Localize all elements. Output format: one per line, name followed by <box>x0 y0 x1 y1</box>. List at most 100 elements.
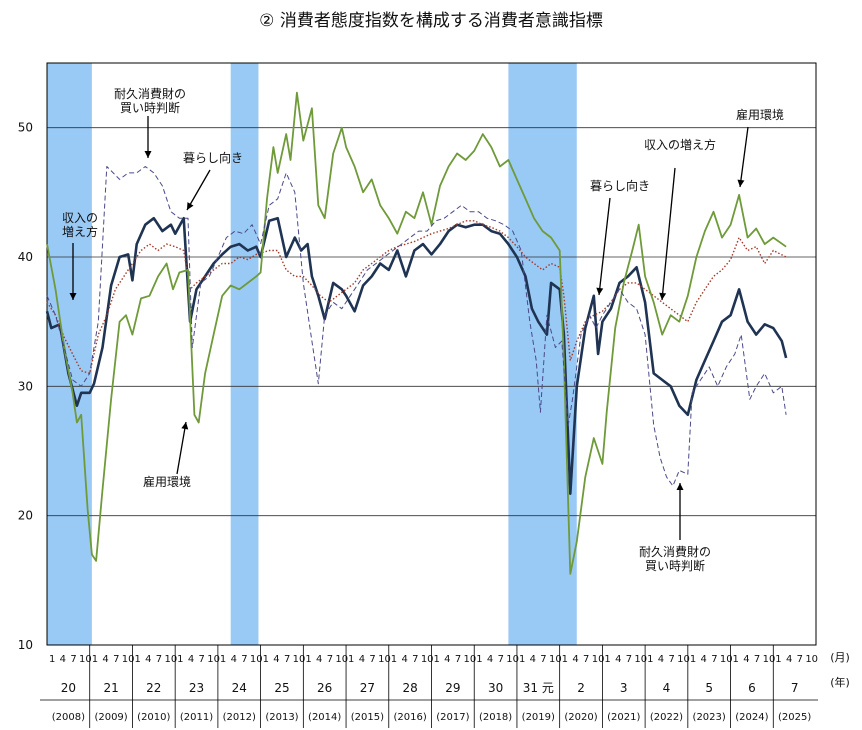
month-tick-label-0-2: 7 <box>70 654 76 665</box>
month-tick-label-11-2: 7 <box>540 654 546 665</box>
annotation-label-5-0: 収入の増え方 <box>644 137 716 152</box>
series-line-1 <box>46 220 787 375</box>
annotation-label-7-0: 耐久消費財の <box>639 544 711 559</box>
month-tick-label-12-1: 4 <box>572 654 578 665</box>
annotation-arrowhead-2 <box>69 293 77 300</box>
year-ad-label-9: (2017) <box>436 712 469 723</box>
month-tick-label-5-2: 7 <box>284 654 290 665</box>
annotation-arrowhead-6 <box>737 179 745 187</box>
month-tick-label-11-1: 4 <box>530 654 536 665</box>
month-tick-label-8-0: 1 <box>391 654 397 665</box>
month-tick-label-10-2: 7 <box>498 654 504 665</box>
month-tick-label-9-1: 4 <box>444 654 450 665</box>
recession-shading <box>47 63 577 645</box>
year-ad-label-1: (2009) <box>94 712 127 723</box>
y-tick-label-20: 20 <box>18 509 33 523</box>
year-ad-label-11: (2019) <box>522 712 555 723</box>
year-ad-label-4: (2012) <box>223 712 256 723</box>
annotation-arrowhead-7 <box>676 483 684 490</box>
month-tick-label-15-2: 7 <box>711 654 717 665</box>
month-tick-label-10-0: 1 <box>476 654 482 665</box>
year-era-label-7: 27 <box>360 681 375 695</box>
annotation-label-0-0: 耐久消費財の <box>114 86 186 101</box>
month-tick-label-6-0: 1 <box>305 654 311 665</box>
month-tick-label-12-0: 1 <box>562 654 568 665</box>
month-tick-label-6-1: 4 <box>316 654 322 665</box>
annotations: 耐久消費財の買い時判断暮らし向き収入の増え方雇用環境暮らし向き収入の増え方雇用環… <box>62 86 784 573</box>
annotation-arrowhead-5 <box>659 292 667 300</box>
annotation-arrow-5 <box>661 167 676 301</box>
year-ad-label-15: (2023) <box>693 712 726 723</box>
month-tick-label-4-0: 1 <box>220 654 226 665</box>
year-era-label-17: 7 <box>791 681 799 695</box>
month-tick-label-14-2: 7 <box>668 654 674 665</box>
month-tick-label-11-3: 10 <box>549 654 562 665</box>
annotation-label-2-0: 収入の <box>62 211 98 225</box>
series-lines <box>45 91 788 575</box>
month-tick-label-1-1: 4 <box>102 654 108 665</box>
year-era-label-5: 25 <box>274 681 289 695</box>
month-tick-label-10-1: 4 <box>487 654 493 665</box>
year-era-label-0: 20 <box>61 681 76 695</box>
annotation-label-2-1: 増え方 <box>62 224 98 239</box>
month-tick-label-3-2: 7 <box>199 654 205 665</box>
month-tick-label-12-3: 10 <box>592 654 605 665</box>
month-tick-label-3-0: 1 <box>177 654 183 665</box>
month-tick-label-13-3: 10 <box>634 654 647 665</box>
year-era-label-6: 26 <box>317 681 332 695</box>
month-tick-label-13-2: 7 <box>626 654 632 665</box>
series-line-3 <box>46 166 787 487</box>
y-tick-label-10: 10 <box>18 638 33 652</box>
month-tick-label-0-1: 4 <box>60 654 66 665</box>
year-era-label-11: 31 元 <box>523 681 554 695</box>
year-era-label-1: 21 <box>103 681 118 695</box>
year-era-label-13: 3 <box>620 681 628 695</box>
shaded-period-0 <box>47 63 92 645</box>
year-era-label-14: 4 <box>663 681 671 695</box>
month-tick-label-8-3: 10 <box>421 654 434 665</box>
month-tick-label-17-0: 1 <box>775 654 781 665</box>
annotation-label-0-1: 買い時判断 <box>120 100 180 115</box>
y-tick-label-50: 50 <box>18 121 33 135</box>
annotation-arrowhead-4 <box>596 287 604 295</box>
month-tick-label-1-0: 1 <box>92 654 98 665</box>
month-tick-label-9-3: 10 <box>464 654 477 665</box>
annotation-arrowhead-1 <box>187 202 194 210</box>
year-ad-label-0: (2008) <box>52 712 85 723</box>
month-tick-label-17-1: 4 <box>786 654 792 665</box>
month-tick-label-7-2: 7 <box>369 654 375 665</box>
annotation-label-3-0: 雇用環境 <box>143 474 191 489</box>
year-ad-label-5: (2013) <box>265 712 298 723</box>
month-unit-label: (月) <box>830 651 850 664</box>
month-tick-label-11-0: 1 <box>519 654 525 665</box>
annotation-label-6-0: 雇用環境 <box>736 107 784 122</box>
month-tick-label-0-3: 10 <box>79 654 92 665</box>
month-tick-label-16-3: 10 <box>763 654 776 665</box>
year-ad-label-12: (2020) <box>564 712 597 723</box>
annotation-arrow-6 <box>739 126 749 188</box>
year-era-label-12: 2 <box>577 681 585 695</box>
series-line-0 <box>45 216 788 495</box>
month-tick-label-5-1: 4 <box>273 654 279 665</box>
year-era-label-16: 6 <box>748 681 756 695</box>
month-tick-label-3-3: 10 <box>207 654 220 665</box>
month-tick-label-15-3: 10 <box>720 654 733 665</box>
annotation-label-7-1: 買い時判断 <box>645 558 705 573</box>
year-ad-label-2: (2010) <box>137 712 170 723</box>
year-era-label-2: 22 <box>146 681 161 695</box>
year-ad-label-8: (2016) <box>394 712 427 723</box>
month-tick-label-14-1: 4 <box>658 654 664 665</box>
month-tick-label-14-0: 1 <box>647 654 653 665</box>
month-tick-label-2-2: 7 <box>156 654 162 665</box>
month-tick-label-13-1: 4 <box>615 654 621 665</box>
month-tick-label-17-2: 7 <box>797 654 803 665</box>
year-era-label-15: 5 <box>705 681 713 695</box>
year-ad-label-14: (2022) <box>650 712 683 723</box>
month-tick-label-6-2: 7 <box>327 654 333 665</box>
month-tick-label-4-1: 4 <box>231 654 237 665</box>
grid-lines <box>47 127 816 517</box>
month-tick-label-16-1: 4 <box>743 654 749 665</box>
month-tick-label-1-3: 10 <box>122 654 135 665</box>
month-tick-label-2-3: 10 <box>164 654 177 665</box>
